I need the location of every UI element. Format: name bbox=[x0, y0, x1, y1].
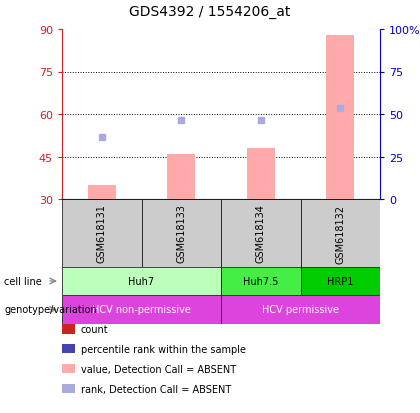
Text: cell line: cell line bbox=[4, 276, 42, 286]
Bar bbox=[62, 267, 221, 295]
Text: GSM618133: GSM618133 bbox=[176, 204, 186, 263]
Text: GSM618132: GSM618132 bbox=[335, 204, 345, 263]
Bar bbox=[300, 199, 380, 267]
Text: count: count bbox=[81, 324, 108, 334]
Bar bbox=[326, 36, 354, 199]
Bar bbox=[142, 199, 221, 267]
Bar bbox=[62, 295, 221, 324]
Bar bbox=[88, 185, 116, 199]
Text: GSM618131: GSM618131 bbox=[97, 204, 107, 263]
Bar bbox=[247, 149, 275, 199]
Text: value, Detection Call = ABSENT: value, Detection Call = ABSENT bbox=[81, 364, 236, 374]
Bar bbox=[221, 295, 380, 324]
Bar bbox=[221, 267, 300, 295]
Text: rank, Detection Call = ABSENT: rank, Detection Call = ABSENT bbox=[81, 384, 231, 394]
Text: percentile rank within the sample: percentile rank within the sample bbox=[81, 344, 246, 354]
Text: genotype/variation: genotype/variation bbox=[4, 305, 97, 315]
Text: Huh7: Huh7 bbox=[129, 276, 155, 286]
Text: GSM618134: GSM618134 bbox=[256, 204, 266, 263]
Text: HCV non-permissive: HCV non-permissive bbox=[92, 305, 191, 315]
Bar bbox=[62, 199, 142, 267]
Bar bbox=[300, 267, 380, 295]
Bar bbox=[221, 199, 300, 267]
Bar bbox=[167, 154, 195, 199]
Text: HRP1: HRP1 bbox=[327, 276, 354, 286]
Text: HCV permissive: HCV permissive bbox=[262, 305, 339, 315]
Text: Huh7.5: Huh7.5 bbox=[243, 276, 278, 286]
Text: GDS4392 / 1554206_at: GDS4392 / 1554206_at bbox=[129, 5, 291, 19]
